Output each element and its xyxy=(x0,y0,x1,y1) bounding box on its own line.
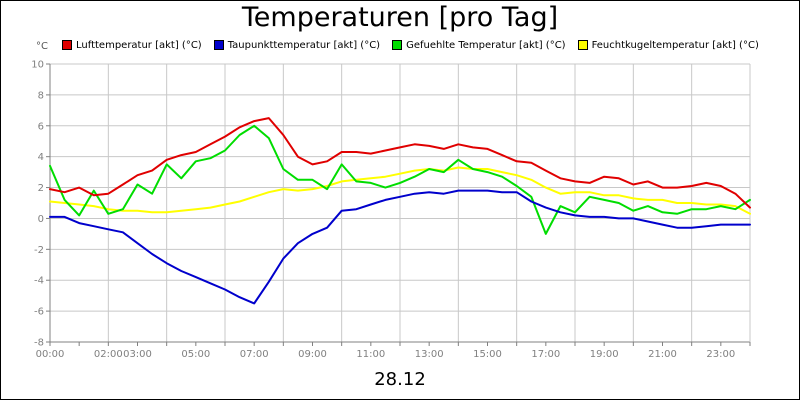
legend-swatch-gefuehlte-temperatur xyxy=(392,40,403,50)
x-tick-label: 09:00 xyxy=(298,349,327,360)
x-tick-label: 03:00 xyxy=(123,349,152,360)
legend-item-feuchtkugeltemperatur: Feuchtkugeltemperatur [akt] (°C) xyxy=(577,39,759,51)
x-tick-label: 02:00 xyxy=(94,349,123,360)
legend-swatch-taupunkttemperatur xyxy=(213,40,224,50)
x-tick-label: 19:00 xyxy=(590,349,619,360)
x-tick-label: 21:00 xyxy=(648,349,677,360)
y-tick-label: -8 xyxy=(34,338,44,349)
x-tick-label: 17:00 xyxy=(531,349,560,360)
y-axis-unit: °C xyxy=(36,41,48,52)
y-tick-label: 6 xyxy=(38,121,44,132)
taupunkttemperatur-line xyxy=(49,189,751,305)
legend-label-gefuehlte-temperatur: Gefuehlte Temperatur [akt] (°C) xyxy=(406,39,566,51)
date-label: 28.12 xyxy=(374,369,426,390)
x-tick-label: 11:00 xyxy=(356,349,385,360)
x-tick-label: 00:00 xyxy=(36,349,65,360)
y-tick-label: -6 xyxy=(34,307,44,318)
x-tick-label: 07:00 xyxy=(240,349,269,360)
x-tick-label: 13:00 xyxy=(415,349,444,360)
legend-label-lufttemperatur: Lufttemperatur [akt] (°C) xyxy=(76,39,202,51)
x-tick-label: 05:00 xyxy=(181,349,210,360)
chart-title: Temperaturen [pro Tag] xyxy=(241,2,559,33)
gefuehlte-temperatur-line xyxy=(49,124,751,235)
legend-item-lufttemperatur: Lufttemperatur [akt] (°C) xyxy=(62,40,202,51)
legend-swatch-lufttemperatur xyxy=(62,40,72,50)
y-tick-label: -4 xyxy=(34,276,44,287)
legend-item-taupunkttemperatur: Taupunkttemperatur [akt] (°C) xyxy=(213,39,381,51)
x-tick-label: 23:00 xyxy=(706,349,735,360)
feuchtkugeltemperatur-line xyxy=(49,166,751,215)
y-tick-label: -2 xyxy=(34,245,44,256)
legend-label-feuchtkugeltemperatur: Feuchtkugeltemperatur [akt] (°C) xyxy=(591,39,759,51)
legend-label-taupunkttemperatur: Taupunkttemperatur [akt] (°C) xyxy=(227,39,381,51)
legend-swatch-feuchtkugeltemperatur xyxy=(577,40,588,50)
lufttemperatur-line xyxy=(49,117,751,209)
y-tick-label: 2 xyxy=(38,183,44,194)
y-tick-label: 4 xyxy=(38,152,44,163)
legend-item-gefuehlte-temperatur: Gefuehlte Temperatur [akt] (°C) xyxy=(392,39,566,51)
legend: Lufttemperatur [akt] (°C) Taupunkttemper… xyxy=(62,37,759,53)
y-tick-label: 8 xyxy=(38,90,44,101)
y-tick-label: 10 xyxy=(31,60,44,71)
y-tick-label: 0 xyxy=(38,214,44,225)
x-tick-label: 15:00 xyxy=(473,349,502,360)
